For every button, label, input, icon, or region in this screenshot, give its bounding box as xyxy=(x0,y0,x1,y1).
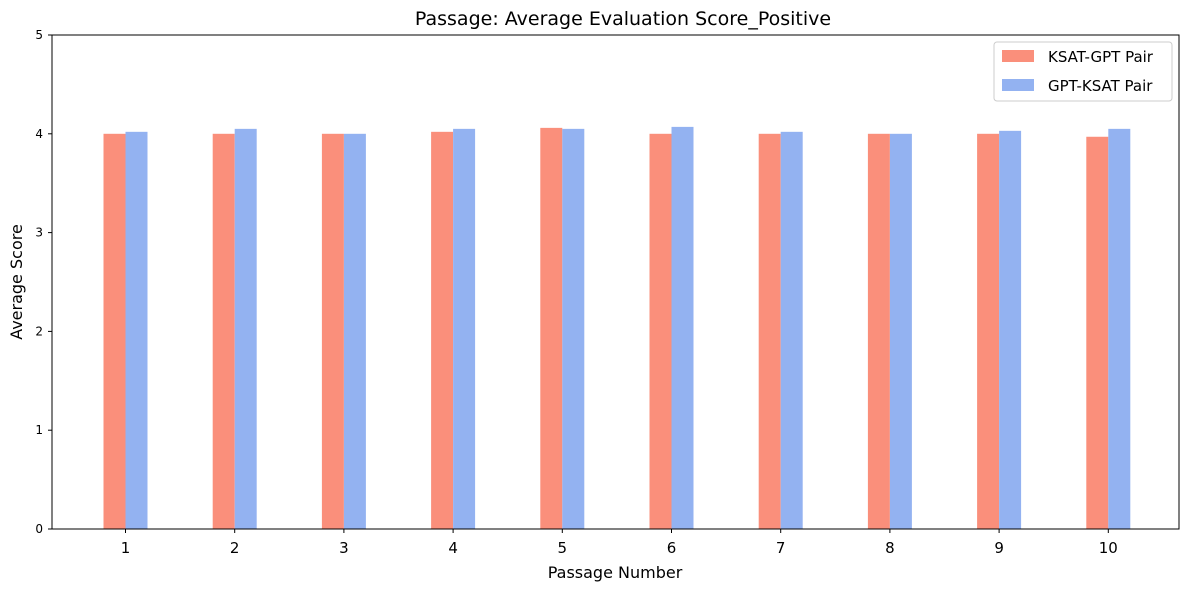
bar-ksat-gpt-passage-4 xyxy=(431,131,454,529)
x-tick-label: 4 xyxy=(448,539,458,557)
bar-ksat-gpt-passage-7 xyxy=(758,133,781,530)
bar-gpt-ksat-passage-5 xyxy=(562,128,585,530)
x-axis: 1 2 3 4 5 6 7 8 9 10 xyxy=(121,529,1118,557)
x-tick-label: 8 xyxy=(885,539,895,557)
x-axis-label: Passage Number xyxy=(548,563,683,582)
bar-gpt-ksat-passage-3 xyxy=(343,133,366,530)
y-tick-label: 5 xyxy=(35,28,43,42)
bar-gpt-ksat-passage-2 xyxy=(234,128,257,530)
bar-gpt-ksat-passage-7 xyxy=(780,131,803,529)
bar-gpt-ksat-passage-10 xyxy=(1108,128,1131,530)
bar-gpt-ksat-passage-9 xyxy=(999,130,1022,529)
chart-title: Passage: Average Evaluation Score_Positi… xyxy=(415,8,831,30)
x-tick-label: 3 xyxy=(339,539,349,557)
legend-label-ksat-gpt: KSAT-GPT Pair xyxy=(1048,48,1154,66)
bar-ksat-gpt-passage-6 xyxy=(649,133,672,530)
x-tick-label: 5 xyxy=(558,539,568,557)
y-tick-label: 3 xyxy=(35,226,43,240)
bar-ksat-gpt-passage-9 xyxy=(977,133,1000,530)
x-tick-label: 10 xyxy=(1099,539,1118,557)
legend-swatch-ksat-gpt xyxy=(1002,50,1034,62)
y-axis: 0 1 2 3 4 5 xyxy=(35,28,52,536)
bar-gpt-ksat-passage-4 xyxy=(453,128,476,530)
y-axis-label: Average Score xyxy=(7,224,26,340)
legend-swatch-gpt-ksat xyxy=(1002,79,1034,91)
x-tick-label: 6 xyxy=(667,539,677,557)
bar-ksat-gpt-passage-2 xyxy=(212,133,235,530)
x-tick-label: 2 xyxy=(230,539,240,557)
x-tick-label: 1 xyxy=(121,539,131,557)
legend-label-gpt-ksat: GPT-KSAT Pair xyxy=(1048,77,1153,95)
bar-gpt-ksat-passage-6 xyxy=(671,126,694,529)
x-tick-label: 7 xyxy=(776,539,786,557)
bars-layer xyxy=(103,126,1131,530)
bar-ksat-gpt-passage-1 xyxy=(103,133,126,530)
bar-ksat-gpt-passage-5 xyxy=(540,127,563,529)
bar-ksat-gpt-passage-8 xyxy=(867,133,890,530)
y-tick-label: 0 xyxy=(35,522,43,536)
bar-gpt-ksat-passage-8 xyxy=(889,133,912,530)
bar-ksat-gpt-passage-3 xyxy=(321,133,344,530)
y-tick-label: 4 xyxy=(35,127,43,141)
legend-box xyxy=(993,41,1173,102)
y-tick-label: 2 xyxy=(35,324,43,338)
bar-gpt-ksat-passage-1 xyxy=(125,131,148,529)
legend: KSAT-GPT Pair GPT-KSAT Pair xyxy=(993,41,1173,102)
y-tick-label: 1 xyxy=(35,423,43,437)
x-tick-label: 9 xyxy=(994,539,1004,557)
bar-ksat-gpt-passage-10 xyxy=(1086,136,1109,530)
plot-area-frame xyxy=(51,34,1180,530)
